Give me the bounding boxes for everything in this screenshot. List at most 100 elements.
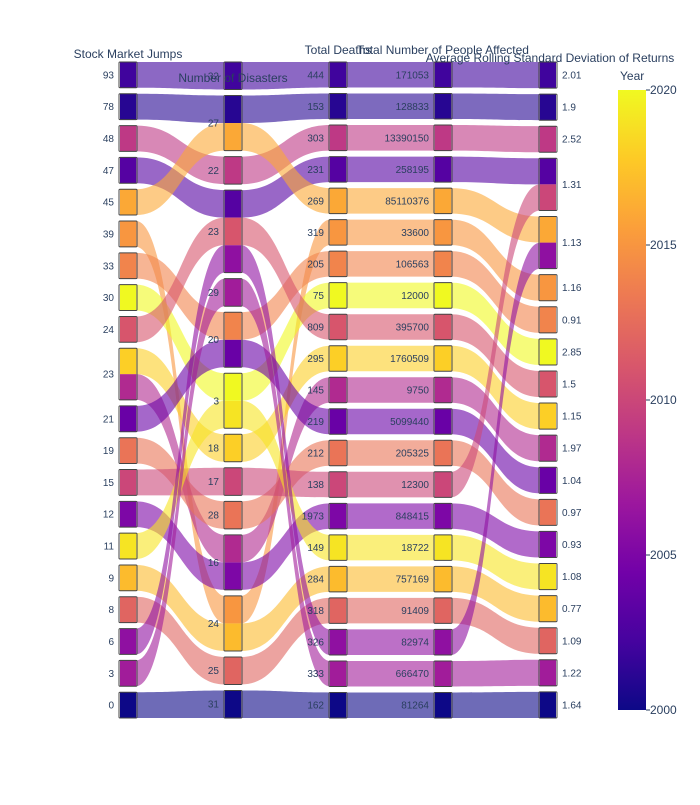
category-bar-4-1.09[interactable] bbox=[538, 627, 558, 655]
category-bar-3-82974[interactable] bbox=[433, 628, 453, 656]
category-bar-4-1.9[interactable] bbox=[538, 93, 558, 121]
category-bar-1-32[interactable] bbox=[223, 61, 243, 91]
category-bar-1-31[interactable] bbox=[223, 689, 243, 719]
category-bar-3-18722[interactable] bbox=[433, 534, 453, 561]
category-bar-4-0.91[interactable] bbox=[538, 306, 558, 334]
category-bar-2-162[interactable] bbox=[328, 691, 348, 719]
category-bar-2-75[interactable] bbox=[328, 282, 348, 309]
category-bar-3-81264[interactable] bbox=[433, 691, 453, 719]
category-bar-2-138[interactable] bbox=[328, 471, 348, 498]
category-bar-3-666470[interactable] bbox=[433, 660, 453, 687]
category-bar-0-45[interactable] bbox=[118, 188, 138, 216]
category-bar-4-0.93[interactable] bbox=[538, 530, 558, 559]
category-bar-2-219[interactable] bbox=[328, 408, 348, 435]
bar-fill-1-23-2011 bbox=[225, 217, 241, 246]
category-bar-0-33[interactable] bbox=[118, 252, 138, 280]
category-bar-4-1.15[interactable] bbox=[538, 402, 558, 430]
category-bar-1-16[interactable] bbox=[223, 534, 243, 591]
category-bar-0-11[interactable] bbox=[118, 532, 138, 560]
category-bar-3-205325[interactable] bbox=[433, 439, 453, 467]
category-bar-1-18[interactable] bbox=[223, 433, 243, 463]
category-bar-4-1.31[interactable] bbox=[538, 157, 558, 211]
bar-fill-0-30-2020 bbox=[120, 284, 136, 311]
category-bar-0-23[interactable] bbox=[118, 347, 138, 401]
category-bar-0-3[interactable] bbox=[118, 659, 138, 687]
category-bar-3-128833[interactable] bbox=[433, 93, 453, 120]
category-bar-4-1.16[interactable] bbox=[538, 274, 558, 302]
category-bar-4-2.85[interactable] bbox=[538, 338, 558, 366]
category-bar-4-0.77[interactable] bbox=[538, 595, 558, 623]
category-bar-3-258195[interactable] bbox=[433, 156, 453, 183]
category-bar-2-333[interactable] bbox=[328, 660, 348, 687]
category-bar-0-48[interactable] bbox=[118, 125, 138, 152]
category-bar-4-1.22[interactable] bbox=[538, 659, 558, 687]
category-bar-0-47[interactable] bbox=[118, 156, 138, 184]
category-bar-2-318[interactable] bbox=[328, 597, 348, 624]
category-bar-3-13390150[interactable] bbox=[433, 124, 453, 152]
category-bar-2-326[interactable] bbox=[328, 628, 348, 656]
category-bar-0-30[interactable] bbox=[118, 284, 138, 311]
category-bar-4-2.52[interactable] bbox=[538, 125, 558, 153]
category-bar-0-9[interactable] bbox=[118, 564, 138, 592]
category-bar-0-24[interactable] bbox=[118, 315, 138, 343]
category-bar-2-809[interactable] bbox=[328, 313, 348, 341]
category-bar-3-33600[interactable] bbox=[433, 219, 453, 246]
category-bar-4-1.5[interactable] bbox=[538, 370, 558, 398]
category-bar-1-17[interactable] bbox=[223, 467, 243, 496]
category-bar-2-153[interactable] bbox=[328, 93, 348, 120]
category-bar-0-21[interactable] bbox=[118, 405, 138, 433]
category-bar-4-1.97[interactable] bbox=[538, 434, 558, 462]
category-bar-0-15[interactable] bbox=[118, 469, 138, 496]
category-bar-1-22[interactable] bbox=[223, 156, 243, 185]
category-bar-3-848415[interactable] bbox=[433, 502, 453, 530]
category-bar-1-23[interactable] bbox=[223, 189, 243, 274]
category-bar-3-91409[interactable] bbox=[433, 597, 453, 624]
category-bar-1-25[interactable] bbox=[223, 656, 243, 685]
category-bar-2-1973[interactable] bbox=[328, 502, 348, 530]
category-bar-3-757169[interactable] bbox=[433, 565, 453, 593]
category-bar-4-1.08[interactable] bbox=[538, 563, 558, 591]
category-bar-1-20[interactable] bbox=[223, 311, 243, 368]
category-bar-3-106563[interactable] bbox=[433, 250, 453, 278]
category-bar-3-1760509[interactable] bbox=[433, 345, 453, 372]
category-bar-1-27[interactable] bbox=[223, 95, 243, 152]
category-bar-2-295[interactable] bbox=[328, 345, 348, 372]
category-bar-4-0.97[interactable] bbox=[538, 498, 558, 526]
category-bar-3-9750[interactable] bbox=[433, 376, 453, 404]
category-bar-2-145[interactable] bbox=[328, 376, 348, 404]
category-bar-2-149[interactable] bbox=[328, 534, 348, 561]
category-bar-3-395700[interactable] bbox=[433, 313, 453, 341]
category-bar-4-1.13[interactable] bbox=[538, 215, 558, 270]
category-bar-2-319[interactable] bbox=[328, 219, 348, 246]
category-bar-2-205[interactable] bbox=[328, 250, 348, 278]
category-bar-2-444[interactable] bbox=[328, 61, 348, 89]
category-bar-4-1.04[interactable] bbox=[538, 466, 558, 494]
category-bar-2-284[interactable] bbox=[328, 565, 348, 593]
category-bar-2-303[interactable] bbox=[328, 124, 348, 152]
category-bar-2-269[interactable] bbox=[328, 187, 348, 215]
category-bar-0-6[interactable] bbox=[118, 628, 138, 655]
category-bar-0-39[interactable] bbox=[118, 220, 138, 248]
category-bar-0-12[interactable] bbox=[118, 500, 138, 528]
category-bar-0-19[interactable] bbox=[118, 437, 138, 465]
bar-fill-1-18-2018 bbox=[225, 434, 241, 462]
category-bar-3-171053[interactable] bbox=[433, 61, 453, 89]
ribbon-2011-seg-3 bbox=[451, 314, 540, 398]
category-bar-1-3[interactable] bbox=[223, 372, 243, 429]
category-bar-1-24[interactable] bbox=[223, 595, 243, 652]
category-bar-2-212[interactable] bbox=[328, 439, 348, 467]
category-bar-4-2.01[interactable] bbox=[538, 61, 558, 89]
category-bar-0-0[interactable] bbox=[118, 691, 138, 719]
category-bar-0-93[interactable] bbox=[118, 61, 138, 89]
category-bar-0-8[interactable] bbox=[118, 596, 138, 624]
category-bar-3-12300[interactable] bbox=[433, 471, 453, 498]
category-bar-3-12000[interactable] bbox=[433, 282, 453, 309]
category-bar-1-29[interactable] bbox=[223, 278, 243, 307]
tick-label-0-47: 47 bbox=[103, 166, 115, 177]
category-bar-0-78[interactable] bbox=[118, 93, 138, 121]
category-bar-3-5099440[interactable] bbox=[433, 408, 453, 435]
category-bar-2-231[interactable] bbox=[328, 156, 348, 183]
category-bar-3-85110376[interactable] bbox=[433, 187, 453, 215]
category-bar-1-28[interactable] bbox=[223, 500, 243, 530]
category-bar-4-1.64[interactable] bbox=[538, 691, 558, 719]
